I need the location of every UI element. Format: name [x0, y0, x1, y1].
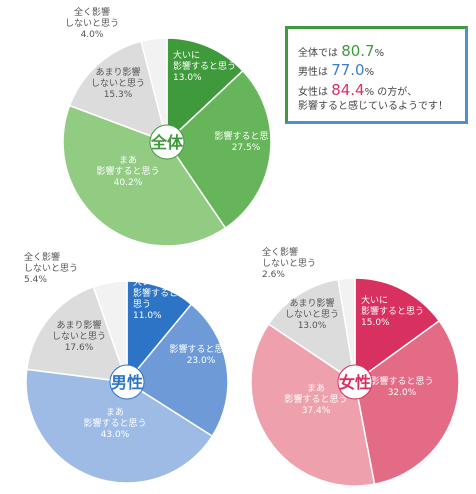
slice-label-line: しないと思う [65, 18, 119, 29]
pie-slice [92, 280, 128, 383]
slice-label-line: 5.4% [24, 275, 47, 285]
slice-label-line: 影響すると思う [370, 375, 433, 387]
pie-slice [140, 37, 168, 143]
center-label: 男性 [111, 373, 143, 392]
slice-label-line: 32.0% [388, 388, 417, 398]
slice-label-line: 11.0% [133, 311, 162, 321]
slice-label: 影響すると思う 32.0% [370, 375, 433, 398]
slice-label-line: 2.6% [262, 270, 285, 280]
pie-slice [68, 40, 169, 144]
summary-total-suffix: % [374, 48, 385, 59]
slice-label: 影響すると思う 23.0% [169, 343, 232, 366]
slice-label: 大いに影響すると思う 15.0% [361, 294, 424, 328]
slice-label-line: まあ [307, 383, 325, 394]
slice-label-line: 影響すると思う [361, 305, 424, 317]
pie-slice [25, 285, 129, 383]
slice-label-line: 大いに [173, 49, 200, 61]
slice-label-line: 影響すると思う [214, 130, 277, 142]
slice-label-line: 大いに [361, 294, 388, 306]
slice-label-line: 43.0% [101, 430, 130, 440]
slice-label-line: あまり影響 [56, 319, 101, 331]
center-label: 全体 [150, 133, 184, 152]
pie-total: 大いに影響すると思う 13.0%影響すると思う 27.5%まあ影響すると思う 40.2… [62, 6, 278, 247]
slice-label: あまり影響しないと思う 17.6% [52, 319, 106, 353]
slice-label-line: 15.3% [104, 90, 133, 100]
slice-label-line: しないと思う [91, 78, 145, 89]
slice-label-line: あまり影響 [289, 297, 334, 309]
summary-male-suffix: % [364, 67, 375, 79]
pie-slice [354, 277, 441, 384]
slice-label-line: 思う [133, 299, 151, 310]
slice-label-line: 13.0% [173, 73, 202, 83]
summary-male-prefix: 男性は [298, 67, 328, 79]
slice-label: まあ影響すると思う 40.2% [96, 155, 159, 188]
slice-label: まあ影響すると思う 43.0% [83, 407, 146, 440]
slice-label-line: しないと思う [24, 263, 78, 274]
slice-label: 全く影響しないと思う 5.4% [24, 251, 78, 285]
slice-label: 全く影響しないと思う 2.6% [262, 246, 316, 280]
slice-label-line: まあ [106, 407, 124, 418]
center-badge [337, 364, 373, 400]
slice-label-line: 影響すると思う [284, 393, 347, 405]
slice-label-line: 15.0% [361, 318, 390, 328]
summary-total-value: 80.7 [341, 42, 375, 60]
pie-slice [354, 319, 460, 486]
slice-label-line: あまり影響 [95, 66, 140, 78]
slice-label-line: 影響すると思う [169, 343, 232, 355]
center-badge [109, 364, 145, 400]
summary-box: 全体では 80.7% 男性は 77.0% 女性は 84.4% の方が、 影響する… [285, 26, 468, 124]
slice-label: 大いに影響すると思う 13.0% [173, 49, 236, 83]
summary-female-prefix: 女性は [298, 86, 328, 98]
slice-label-line: 全く影響 [74, 6, 110, 18]
slice-label: あまり影響しないと思う 13.0% [285, 297, 339, 331]
slice-label-line: 影響すると思う [173, 60, 236, 72]
pie-slice [25, 368, 214, 484]
pie-slice [337, 277, 356, 383]
slice-label-line: 37.4% [302, 406, 331, 416]
slice-label-line: しないと思う [262, 258, 316, 269]
pie-slice [166, 69, 272, 230]
slice-label-line: 影響すると [133, 287, 178, 299]
summary-male-value: 77.0 [331, 61, 365, 80]
pie-slice [250, 323, 376, 487]
slice-label: 全く影響しないと思う 4.0% [65, 6, 119, 40]
slice-label-line: 40.2% [114, 178, 143, 188]
slice-label-line: 4.0% [81, 30, 104, 40]
slice-label-line: まあ [119, 155, 137, 166]
summary-conclusion: 影響すると感じているようです！ [298, 100, 448, 112]
pie-slice [125, 303, 229, 438]
pie-female: 大いに影響すると思う 15.0%影響すると思う 32.0%まあ影響すると思う 37.4… [250, 246, 460, 487]
pie-slice [126, 280, 193, 385]
slice-label-line: 27.5% [232, 143, 261, 153]
slice-label: 影響すると思う 27.5% [214, 130, 277, 153]
summary-male: 男性は 77.0% [298, 62, 459, 79]
slice-label-line: 影響すると思う [96, 165, 159, 177]
slice-label-line: 影響すると思う [83, 417, 146, 429]
summary-female: 女性は 84.4% の方が、 [298, 80, 459, 99]
pie-slice [62, 104, 227, 247]
slice-label-line: しないと思う [52, 331, 106, 342]
slice-label-line: 全く影響 [24, 251, 60, 263]
summary-female-value: 84.4 [331, 80, 365, 99]
pie-slice [267, 278, 357, 384]
slice-label-line: 全く影響 [262, 246, 298, 258]
summary-female-suffix: % の方が、 [364, 86, 418, 98]
slice-label-line: 17.6% [65, 343, 94, 353]
slice-label-line: 13.0% [298, 321, 327, 331]
pie-male: 大いに影響すると思う 11.0%影響すると思う 23.0%まあ影響すると思う 43.0… [24, 251, 233, 484]
slice-label-line: しないと思う [285, 309, 339, 320]
pie-slice [166, 37, 244, 144]
summary-total: 全体では 80.7% [298, 42, 459, 60]
center-badge [149, 124, 185, 160]
slice-label: 大いに影響すると思う 11.0% [133, 276, 178, 321]
slice-label: あまり影響しないと思う 15.3% [91, 66, 145, 100]
center-label: 女性 [339, 373, 371, 392]
slice-label: まあ影響すると思う 37.4% [284, 383, 347, 416]
summary-total-prefix: 全体では [298, 48, 338, 59]
slice-label-line: 23.0% [187, 356, 216, 366]
slice-label-line: 大いに [133, 276, 160, 288]
